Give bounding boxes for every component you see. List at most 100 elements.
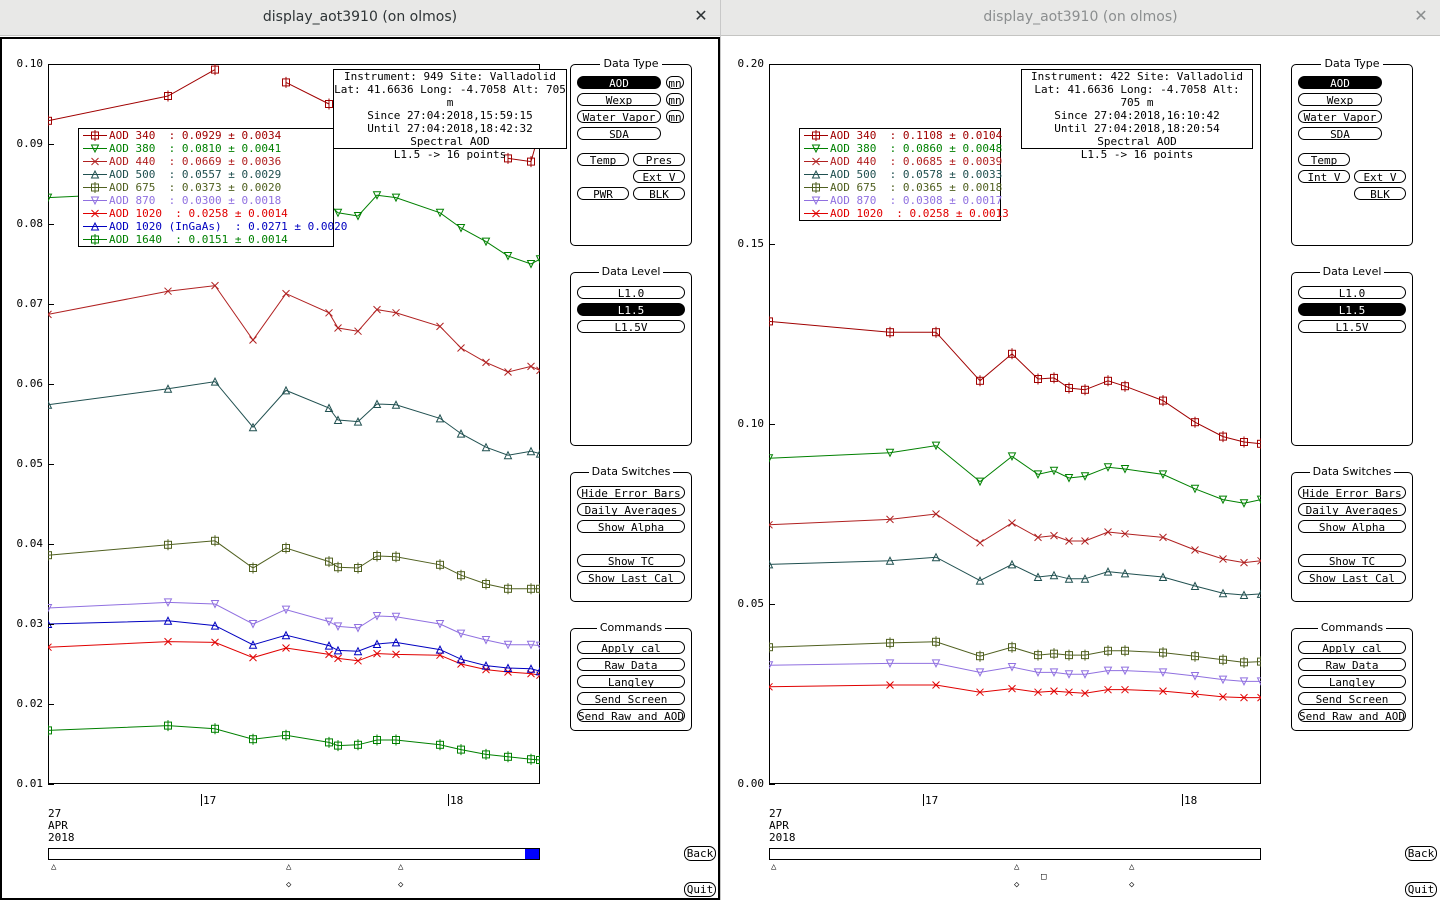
data-switches-panel: Data Switches Hide Error Bars Daily Averag… <box>1291 465 1413 602</box>
mn-button[interactable]: mn <box>666 76 684 89</box>
wexp-button[interactable]: Wexp <box>1298 93 1382 106</box>
mn-button[interactable]: mn <box>666 93 684 106</box>
data-switch-button[interactable]: Hide Error Bars <box>577 486 685 499</box>
quit-button[interactable]: Quit <box>1405 882 1437 897</box>
temp-button[interactable]: Temp <box>577 153 629 166</box>
data-switch-button[interactable]: Show Last Cal <box>1298 571 1406 584</box>
data-point <box>372 399 382 408</box>
wexp-button[interactable]: Wexp <box>577 93 661 106</box>
data-switch-button[interactable]: Show TC <box>577 554 685 567</box>
data-point <box>48 551 52 560</box>
quit-button[interactable]: Quit <box>684 882 716 897</box>
legend-symbol <box>804 196 828 206</box>
window-right: display_aot3910 (on olmos) ✕ 0.20 0.15 0.1… <box>720 0 1440 900</box>
data-level-button[interactable]: L1.5 <box>577 303 685 316</box>
water-vapor-button[interactable]: Water Vapor <box>1298 110 1382 123</box>
legend-item: AOD 340 : 0.1108 ± 0.0104 <box>800 129 1002 142</box>
legend-label: AOD 1020 (InGaAs) : 0.0271 ± 0.0020 <box>109 220 348 233</box>
data-point <box>1218 588 1228 598</box>
data-level-button[interactable]: L1.0 <box>1298 286 1406 299</box>
legend-marker <box>811 169 821 179</box>
data-point <box>353 212 363 221</box>
data-point-b <box>457 660 465 668</box>
data-switch-button[interactable]: Daily Averages <box>1298 503 1406 516</box>
blk-button[interactable]: BLK <box>1354 187 1406 200</box>
data-point-b <box>482 358 490 367</box>
data-level-button[interactable]: L1.5 <box>1298 303 1406 316</box>
ext-v-button[interactable]: Ext V <box>633 170 685 183</box>
time-scrollbar[interactable] <box>769 848 1261 860</box>
y-tick-mark <box>48 704 54 705</box>
data-switch-button[interactable]: Show Alpha <box>1298 520 1406 533</box>
data-point-b <box>354 327 362 336</box>
scroll-marker: ◇ <box>286 880 292 890</box>
data-switch-button[interactable]: Show TC <box>1298 554 1406 567</box>
water-vapor-button[interactable]: Water Vapor <box>577 110 661 123</box>
titlebar[interactable]: display_aot3910 (on olmos) ✕ <box>0 0 720 36</box>
data-point <box>1239 677 1249 687</box>
legend-marker <box>90 169 100 179</box>
data-level-button[interactable]: L1.5V <box>577 320 685 333</box>
back-button[interactable]: Back <box>1405 846 1437 861</box>
series-line <box>769 445 1261 504</box>
command-button[interactable]: Send Raw and AOD <box>1298 709 1406 722</box>
data-point <box>975 477 985 487</box>
scroll-marker: ◇ <box>1014 880 1020 890</box>
sda-button[interactable]: SDA <box>1298 127 1382 140</box>
data-switch-button[interactable]: Show Alpha <box>577 520 685 533</box>
pwr-button[interactable]: PWR <box>577 187 629 200</box>
data-point-b <box>1104 685 1112 694</box>
y-tick-label: 0.05 <box>737 597 765 610</box>
date-line: 27 <box>769 807 783 820</box>
data-point <box>324 403 334 412</box>
data-point <box>210 600 220 609</box>
aod-button[interactable]: AOD <box>1298 76 1382 89</box>
command-button[interactable]: Send Screen <box>577 692 685 705</box>
data-point <box>456 224 466 233</box>
command-button[interactable]: Raw Data <box>577 658 685 671</box>
blk-button[interactable]: BLK <box>633 187 685 200</box>
command-button[interactable]: Apply cal <box>1298 641 1406 654</box>
data-switch-button[interactable]: Show Last Cal <box>577 571 685 584</box>
instrument-info: Instrument: 422 Site: Valladolid Lat: 41.… <box>1021 69 1253 161</box>
command-button[interactable]: Langley <box>577 675 685 688</box>
command-button[interactable]: Apply cal <box>577 641 685 654</box>
scroll-thumb[interactable] <box>525 849 539 859</box>
data-point <box>1103 666 1113 676</box>
pres-button[interactable]: Pres <box>633 153 685 166</box>
data-switch-button[interactable]: Daily Averages <box>577 503 685 516</box>
info-line: Instrument: 949 Site: Valladolid <box>344 70 556 83</box>
mn-button[interactable]: mn <box>666 110 684 123</box>
command-button[interactable]: Send Screen <box>1298 692 1406 705</box>
data-point-b <box>504 368 512 376</box>
back-button[interactable]: Back <box>684 846 716 861</box>
panel-title: Commands <box>1292 621 1412 634</box>
data-level-button[interactable]: L1.0 <box>577 286 685 299</box>
command-button[interactable]: Raw Data <box>1298 658 1406 671</box>
close-icon[interactable]: ✕ <box>1414 6 1428 25</box>
series-line <box>769 662 1261 682</box>
ext-v-button[interactable]: Ext V <box>1354 170 1406 183</box>
data-point <box>435 413 445 423</box>
data-switch-button[interactable]: Hide Error Bars <box>1298 486 1406 499</box>
command-button[interactable]: Langley <box>1298 675 1406 688</box>
data-point-b <box>334 654 342 663</box>
series-line <box>48 641 540 676</box>
data-point <box>975 575 985 585</box>
data-point-b <box>373 649 381 658</box>
data-point-b <box>886 681 894 689</box>
data-point <box>353 624 363 633</box>
temp-button[interactable]: Temp <box>1298 153 1350 166</box>
client-area: 0.10 0.09 0.08 0.07 0.06 0.05 0.04 0.03 0.02 0.01… <box>0 37 720 900</box>
sda-button[interactable]: SDA <box>577 127 661 140</box>
titlebar[interactable]: display_aot3910 (on olmos) ✕ <box>721 0 1440 36</box>
close-icon[interactable]: ✕ <box>694 6 708 25</box>
y-tick-mark <box>48 304 54 305</box>
data-point-b <box>164 287 172 296</box>
int-v-button[interactable]: Int V <box>1298 170 1350 183</box>
time-scrollbar[interactable] <box>48 848 540 860</box>
data-level-button[interactable]: L1.5V <box>1298 320 1406 333</box>
aod-button[interactable]: AOD <box>577 76 661 89</box>
data-point-b <box>249 653 257 662</box>
command-button[interactable]: Send Raw and AOD <box>577 709 685 722</box>
